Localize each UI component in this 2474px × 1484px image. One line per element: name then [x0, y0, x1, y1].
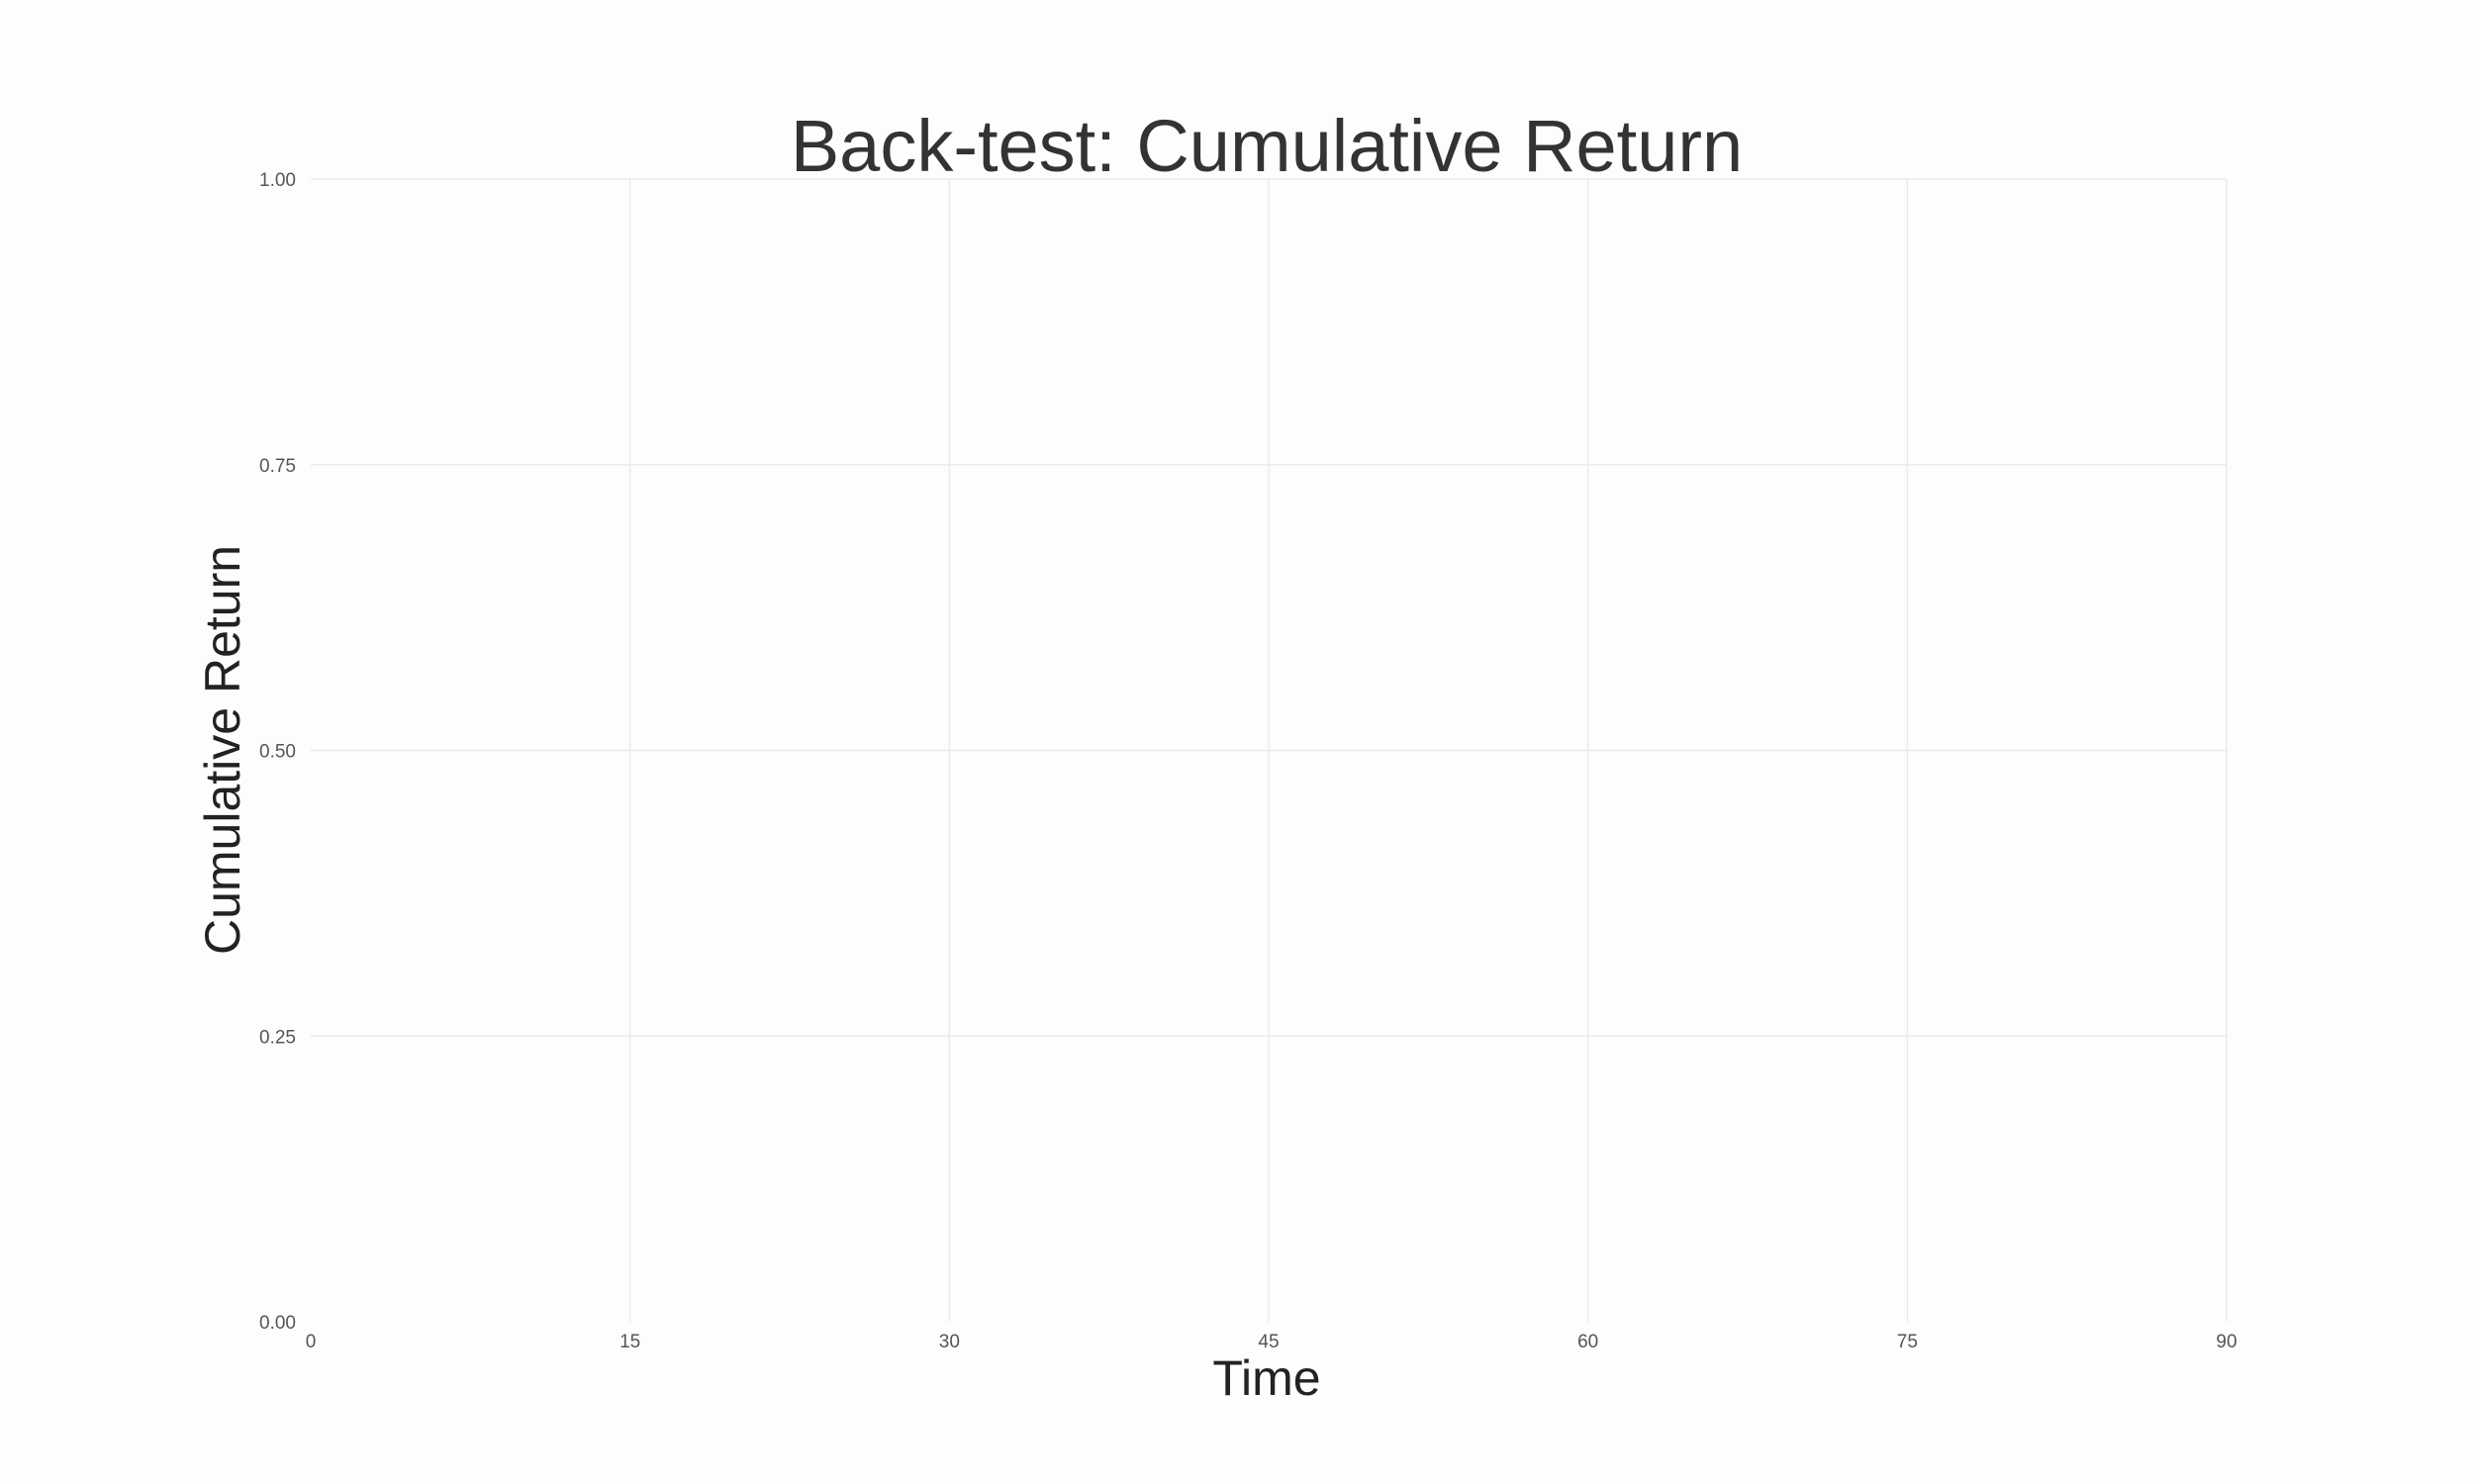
- y-tick-label: 0.50: [259, 742, 296, 763]
- y-tick-label: 1.00: [259, 170, 296, 191]
- x-tick-label: 90: [2216, 1332, 2236, 1352]
- y-tick-labels: 0.00 0.25 0.50 0.75 1.00: [259, 170, 296, 1334]
- y-tick-label: 0.75: [259, 456, 296, 477]
- y-axis-label: Cumulative Return: [195, 545, 250, 955]
- x-tick-label: 0: [306, 1332, 317, 1352]
- y-tick-label: 0.25: [259, 1027, 296, 1048]
- x-tick-label: 75: [1897, 1332, 1918, 1352]
- x-tick-label: 45: [1258, 1332, 1279, 1352]
- grid-lines: [311, 178, 2228, 1322]
- x-axis-label: Time: [1212, 1350, 1320, 1406]
- x-tick-label: 30: [939, 1332, 960, 1352]
- x-tick-label: 60: [1577, 1332, 1598, 1352]
- chart-title: Back-test: Cumulative Return: [791, 105, 1743, 187]
- y-tick-label: 0.00: [259, 1313, 296, 1334]
- x-tick-labels: 0 15 30 45 60 75 90: [306, 1332, 2237, 1352]
- x-tick-label: 15: [619, 1332, 640, 1352]
